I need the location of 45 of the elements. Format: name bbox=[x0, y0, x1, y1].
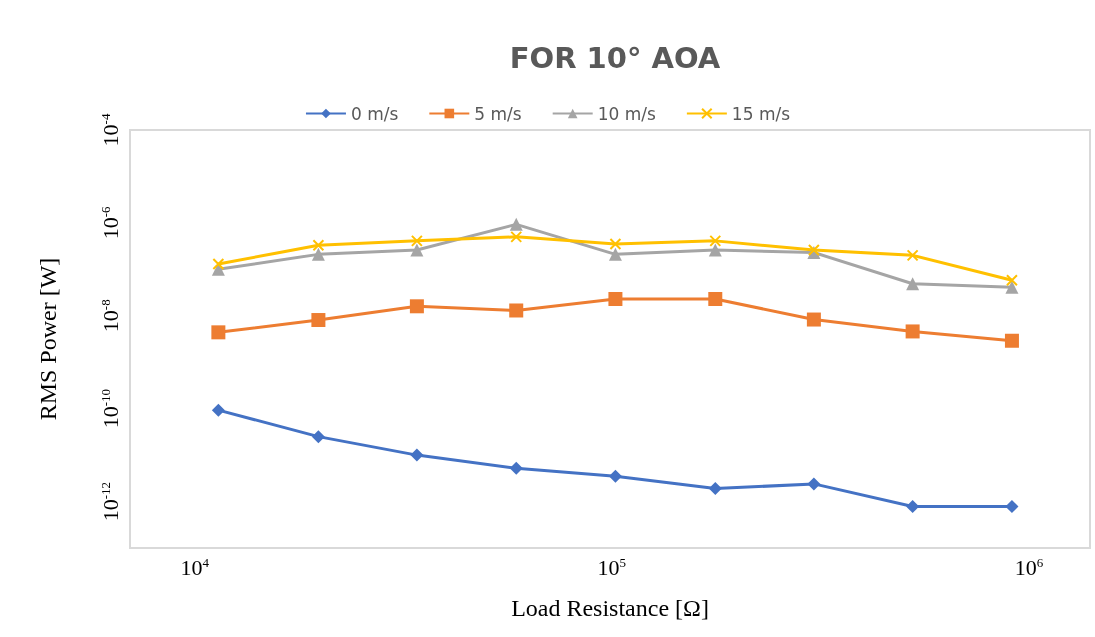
y-tick-label: 10-4 bbox=[98, 113, 123, 147]
point bbox=[708, 243, 722, 257]
point bbox=[211, 403, 225, 417]
point bbox=[212, 258, 225, 271]
point bbox=[608, 247, 622, 261]
point bbox=[410, 448, 424, 462]
point bbox=[1005, 280, 1019, 294]
y-tick-label: 10-6 bbox=[98, 205, 123, 240]
point bbox=[708, 482, 722, 496]
point bbox=[311, 313, 326, 328]
legend-label: 5 m/s bbox=[474, 103, 522, 124]
legend-label: 15 m/s bbox=[731, 103, 791, 124]
point bbox=[906, 277, 920, 291]
point bbox=[509, 303, 524, 318]
x-axis-title: Load Resistance [Ω] bbox=[511, 595, 709, 621]
point bbox=[906, 500, 920, 514]
y-tick-label: 10-12 bbox=[98, 481, 123, 522]
point bbox=[510, 230, 523, 243]
point bbox=[312, 239, 325, 252]
point bbox=[608, 469, 622, 483]
point bbox=[1004, 333, 1019, 348]
point bbox=[608, 291, 623, 306]
point bbox=[509, 217, 523, 231]
point bbox=[311, 247, 325, 261]
point bbox=[211, 325, 226, 340]
chart-title: FOR 10° AOA bbox=[509, 40, 721, 75]
point bbox=[1005, 274, 1018, 287]
point bbox=[806, 312, 821, 327]
point bbox=[509, 461, 523, 475]
point bbox=[311, 430, 325, 444]
legend-label: 0 m/s bbox=[350, 103, 399, 124]
point bbox=[906, 249, 919, 262]
point bbox=[410, 234, 423, 247]
point bbox=[410, 243, 424, 257]
legend-label: 10 m/s bbox=[597, 103, 657, 124]
point bbox=[709, 234, 722, 247]
point bbox=[409, 299, 424, 314]
y-tick-label: 10-8 bbox=[98, 299, 123, 333]
y-tick-label: 10-10 bbox=[98, 388, 123, 429]
point bbox=[708, 291, 723, 306]
y-axis-title: RMS Power [W] bbox=[35, 257, 61, 421]
point bbox=[1005, 500, 1019, 514]
point bbox=[609, 238, 622, 251]
point bbox=[807, 477, 821, 491]
point bbox=[905, 324, 920, 339]
